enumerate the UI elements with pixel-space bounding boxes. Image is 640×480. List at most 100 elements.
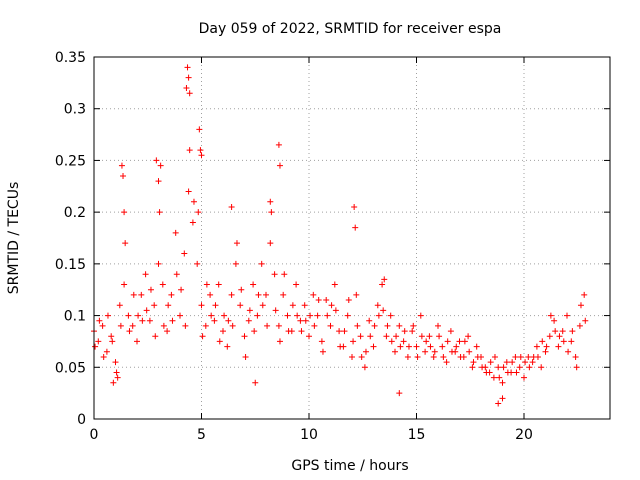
data-point xyxy=(195,209,202,216)
data-point xyxy=(211,317,218,324)
data-point xyxy=(470,359,477,366)
y-tick-label: 0.35 xyxy=(55,50,86,66)
data-point xyxy=(401,328,408,335)
data-point xyxy=(165,302,172,309)
data-point xyxy=(572,353,579,360)
data-point xyxy=(122,240,129,247)
data-point xyxy=(121,281,128,288)
data-point xyxy=(552,328,559,335)
data-point xyxy=(366,317,373,324)
data-point xyxy=(310,291,317,298)
data-point xyxy=(311,322,318,329)
data-point xyxy=(103,348,110,355)
data-point xyxy=(246,307,253,314)
data-point xyxy=(285,328,292,335)
data-point xyxy=(197,147,204,154)
data-point xyxy=(381,276,388,283)
data-point xyxy=(297,317,304,324)
data-point xyxy=(155,260,162,267)
data-point xyxy=(404,353,411,360)
x-axis: 0 5 10 15 20 xyxy=(90,57,533,443)
data-point xyxy=(533,343,540,350)
data-point xyxy=(318,338,325,345)
data-point xyxy=(358,353,365,360)
data-point xyxy=(185,188,192,195)
x-tick-label: 15 xyxy=(408,427,426,443)
data-point xyxy=(164,328,171,335)
y-tick-label: 0.3 xyxy=(64,102,86,118)
data-point xyxy=(251,328,258,335)
data-point xyxy=(100,353,107,360)
data-point xyxy=(374,302,381,309)
data-point xyxy=(375,312,382,319)
data-point xyxy=(306,333,312,340)
data-point xyxy=(418,333,425,340)
data-point xyxy=(221,312,228,319)
data-point xyxy=(426,333,433,340)
data-point xyxy=(431,348,438,355)
data-point xyxy=(153,157,160,164)
y-axis: 0 0.05 0.1 0.15 0.2 0.25 0.3 0.35 xyxy=(55,50,610,428)
data-point xyxy=(328,302,335,309)
y-axis-label: SRMTID / TECUs xyxy=(6,182,22,295)
data-point xyxy=(529,359,536,366)
data-point xyxy=(233,240,240,247)
x-tick-label: 10 xyxy=(300,427,318,443)
data-point xyxy=(465,333,472,340)
data-point xyxy=(461,338,468,345)
data-point xyxy=(147,286,154,293)
data-point xyxy=(202,322,209,329)
data-point xyxy=(569,328,576,335)
data-point xyxy=(379,281,386,288)
data-point xyxy=(135,312,142,319)
data-point xyxy=(301,302,308,309)
data-point xyxy=(319,348,326,355)
data-point xyxy=(384,322,391,329)
data-point xyxy=(108,333,115,340)
data-point xyxy=(92,343,99,350)
data-point xyxy=(327,322,334,329)
data-point xyxy=(152,333,159,340)
y-tick-label: 0.25 xyxy=(55,153,86,169)
data-point xyxy=(503,359,510,366)
data-point xyxy=(448,348,455,355)
data-point xyxy=(414,353,421,360)
data-point xyxy=(130,291,137,298)
data-point xyxy=(258,260,265,267)
data-point xyxy=(228,203,235,210)
data-point xyxy=(99,322,106,329)
data-point xyxy=(543,343,550,350)
data-point xyxy=(357,333,364,340)
data-point xyxy=(275,322,282,329)
data-point xyxy=(114,374,121,381)
data-point xyxy=(276,162,283,169)
data-point xyxy=(151,302,158,309)
data-point xyxy=(315,297,322,304)
data-point xyxy=(196,126,203,133)
data-point xyxy=(413,343,420,350)
data-point xyxy=(473,343,480,350)
data-point xyxy=(178,286,185,293)
data-point xyxy=(499,379,506,386)
data-point xyxy=(513,369,520,376)
data-point xyxy=(250,281,257,288)
data-point xyxy=(370,343,377,350)
y-tick-label: 0.05 xyxy=(55,360,86,376)
data-point xyxy=(400,338,407,345)
grid-lines xyxy=(94,57,610,419)
data-point xyxy=(387,312,394,319)
data-point xyxy=(172,229,179,236)
data-point xyxy=(242,353,249,360)
data-point xyxy=(237,302,244,309)
data-point xyxy=(118,162,125,169)
data-point xyxy=(427,343,434,350)
y-tick-label: 0.1 xyxy=(64,309,86,325)
data-point xyxy=(417,312,424,319)
data-point xyxy=(215,281,222,288)
data-point xyxy=(220,328,226,335)
data-point xyxy=(512,353,519,360)
data-point xyxy=(423,338,430,345)
data-point xyxy=(500,364,507,371)
data-point xyxy=(281,271,288,278)
